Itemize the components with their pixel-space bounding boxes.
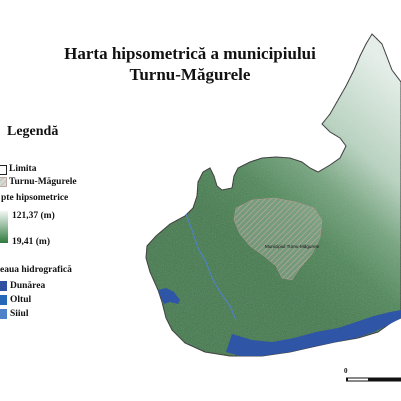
map-title-line-1: Harta hipsometrică a municipiului — [64, 44, 316, 63]
town-map-label: Municipiul Turnu-Măgurele — [265, 244, 320, 249]
siiul-label: Siiul — [10, 309, 29, 319]
elevation-min-label: 19,41 (m) — [12, 237, 50, 247]
hydro-heading: eaua hidrografică — [0, 265, 72, 275]
scale-bar-zero: 0 — [344, 367, 348, 375]
municipality-territory — [145, 33, 401, 357]
scale-bar — [346, 377, 401, 382]
town-area — [233, 197, 323, 281]
olt-label: Oltul — [10, 295, 32, 305]
elevation-ramp — [0, 211, 8, 243]
olt-river — [158, 288, 180, 304]
boundary-label: Limita — [9, 164, 37, 174]
town-label: Turnu-Măgurele — [9, 177, 77, 187]
danube-swatch — [0, 281, 7, 291]
elevation-heading: pte hipsometrice — [1, 193, 69, 203]
elevation-max-label: 121,37 (m) — [12, 211, 55, 221]
siiul-swatch — [0, 309, 7, 319]
boundary-swatch — [0, 165, 7, 175]
danube-river — [226, 310, 401, 356]
siiul-stream — [185, 213, 237, 321]
legend-heading: Legendă — [7, 124, 59, 139]
map-title-line-2: Turnu-Măgurele — [129, 65, 251, 84]
olt-swatch — [0, 295, 7, 305]
danube-label: Dunărea — [10, 281, 46, 291]
town-swatch — [0, 177, 7, 187]
